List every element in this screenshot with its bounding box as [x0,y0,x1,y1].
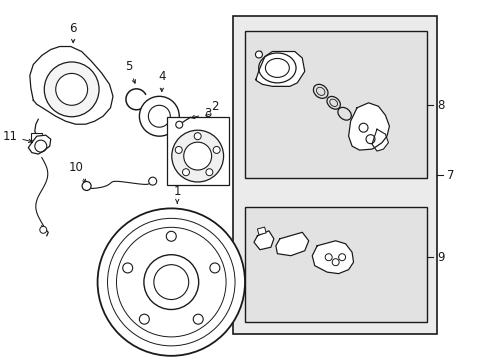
Circle shape [213,147,220,153]
Polygon shape [312,241,353,274]
Circle shape [255,51,262,58]
Bar [232,15,436,334]
Circle shape [205,169,212,176]
Bar [244,31,426,177]
Text: 11: 11 [2,130,32,143]
Circle shape [175,147,182,153]
Polygon shape [253,231,273,250]
Text: 6: 6 [69,22,77,42]
Circle shape [166,231,176,241]
Circle shape [56,73,87,105]
Text: 10: 10 [68,161,86,183]
Polygon shape [275,232,308,256]
Circle shape [122,263,132,273]
Polygon shape [348,103,388,150]
Text: 9: 9 [436,251,443,264]
Circle shape [209,263,220,273]
Polygon shape [28,135,51,154]
Text: 8: 8 [436,99,443,112]
Bar [257,227,265,235]
Circle shape [182,169,189,176]
Text: 2: 2 [205,100,219,116]
Circle shape [193,314,203,324]
Bar [166,117,228,185]
Circle shape [175,121,183,128]
Circle shape [98,208,244,356]
Circle shape [171,130,223,182]
Text: 3: 3 [191,107,211,120]
Text: 4: 4 [158,70,165,91]
Circle shape [82,181,91,190]
Polygon shape [30,46,113,124]
Circle shape [40,226,47,233]
Polygon shape [371,129,387,151]
Circle shape [183,142,211,170]
Circle shape [44,62,99,117]
Text: 5: 5 [125,60,135,83]
Circle shape [148,105,170,127]
Text: 7: 7 [446,168,453,181]
Ellipse shape [258,53,295,83]
Bar [244,207,426,322]
Circle shape [139,96,179,136]
Text: 1: 1 [173,185,181,203]
Circle shape [148,177,156,185]
Circle shape [194,133,201,140]
Bar [31,133,41,140]
Circle shape [139,314,149,324]
Circle shape [154,265,188,300]
Polygon shape [255,51,304,86]
Circle shape [143,255,198,310]
